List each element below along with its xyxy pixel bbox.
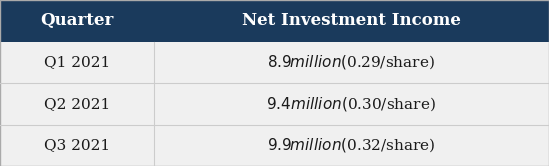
Text: $9.9 million ($0.32/share): $9.9 million ($0.32/share)	[267, 136, 435, 154]
Text: Q3 2021: Q3 2021	[44, 138, 110, 152]
Text: $9.4 million ($0.30/share): $9.4 million ($0.30/share)	[266, 95, 436, 113]
Text: Quarter: Quarter	[40, 12, 114, 29]
FancyBboxPatch shape	[0, 83, 154, 124]
FancyBboxPatch shape	[0, 42, 154, 83]
Text: Q2 2021: Q2 2021	[44, 97, 110, 111]
FancyBboxPatch shape	[154, 83, 549, 124]
FancyBboxPatch shape	[0, 124, 154, 166]
Text: Net Investment Income: Net Investment Income	[242, 12, 461, 29]
FancyBboxPatch shape	[154, 124, 549, 166]
Text: $8.9 million ($0.29/share): $8.9 million ($0.29/share)	[267, 53, 435, 71]
FancyBboxPatch shape	[154, 42, 549, 83]
FancyBboxPatch shape	[154, 0, 549, 42]
Text: Q1 2021: Q1 2021	[44, 55, 110, 69]
FancyBboxPatch shape	[0, 0, 154, 42]
